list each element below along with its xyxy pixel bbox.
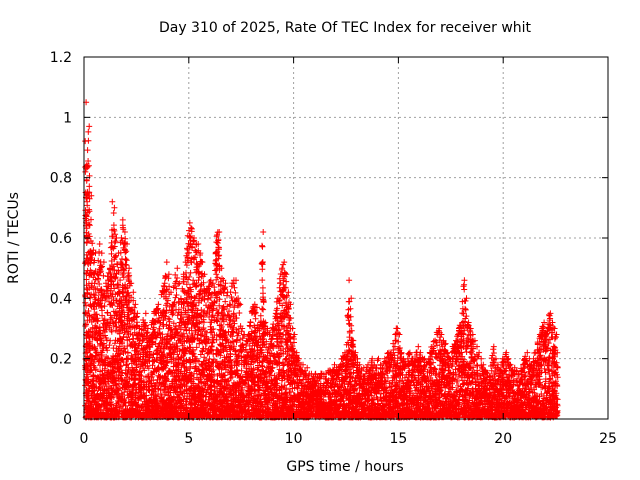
y-tick-label: 1 <box>63 110 72 126</box>
x-tick-label: 20 <box>494 431 512 447</box>
y-tick-label: 0.8 <box>50 171 72 187</box>
x-tick-label: 0 <box>80 431 89 447</box>
y-tick-label: 0.2 <box>50 352 72 368</box>
roti-series-points <box>82 99 561 421</box>
x-tick-label: 25 <box>599 431 617 447</box>
y-axis-label: ROTI / TECUs <box>6 192 22 284</box>
y-tick-label: 0 <box>63 412 72 428</box>
x-axis-label: GPS time / hours <box>286 459 403 475</box>
y-tick-label: 0.6 <box>50 231 72 247</box>
ticks-layer: 0 0.2 0.4 0.6 0.8 1 1.2 0 5 10 15 20 25 <box>50 50 617 447</box>
y-tick-label: 1.2 <box>50 50 72 66</box>
x-tick-label: 15 <box>389 431 407 447</box>
y-tick-label: 0.4 <box>50 291 72 307</box>
x-tick-label: 10 <box>285 431 303 447</box>
chart-title: Day 310 of 2025, Rate Of TEC Index for r… <box>159 20 532 36</box>
x-tick-label: 5 <box>184 431 193 447</box>
points-layer <box>82 99 561 421</box>
